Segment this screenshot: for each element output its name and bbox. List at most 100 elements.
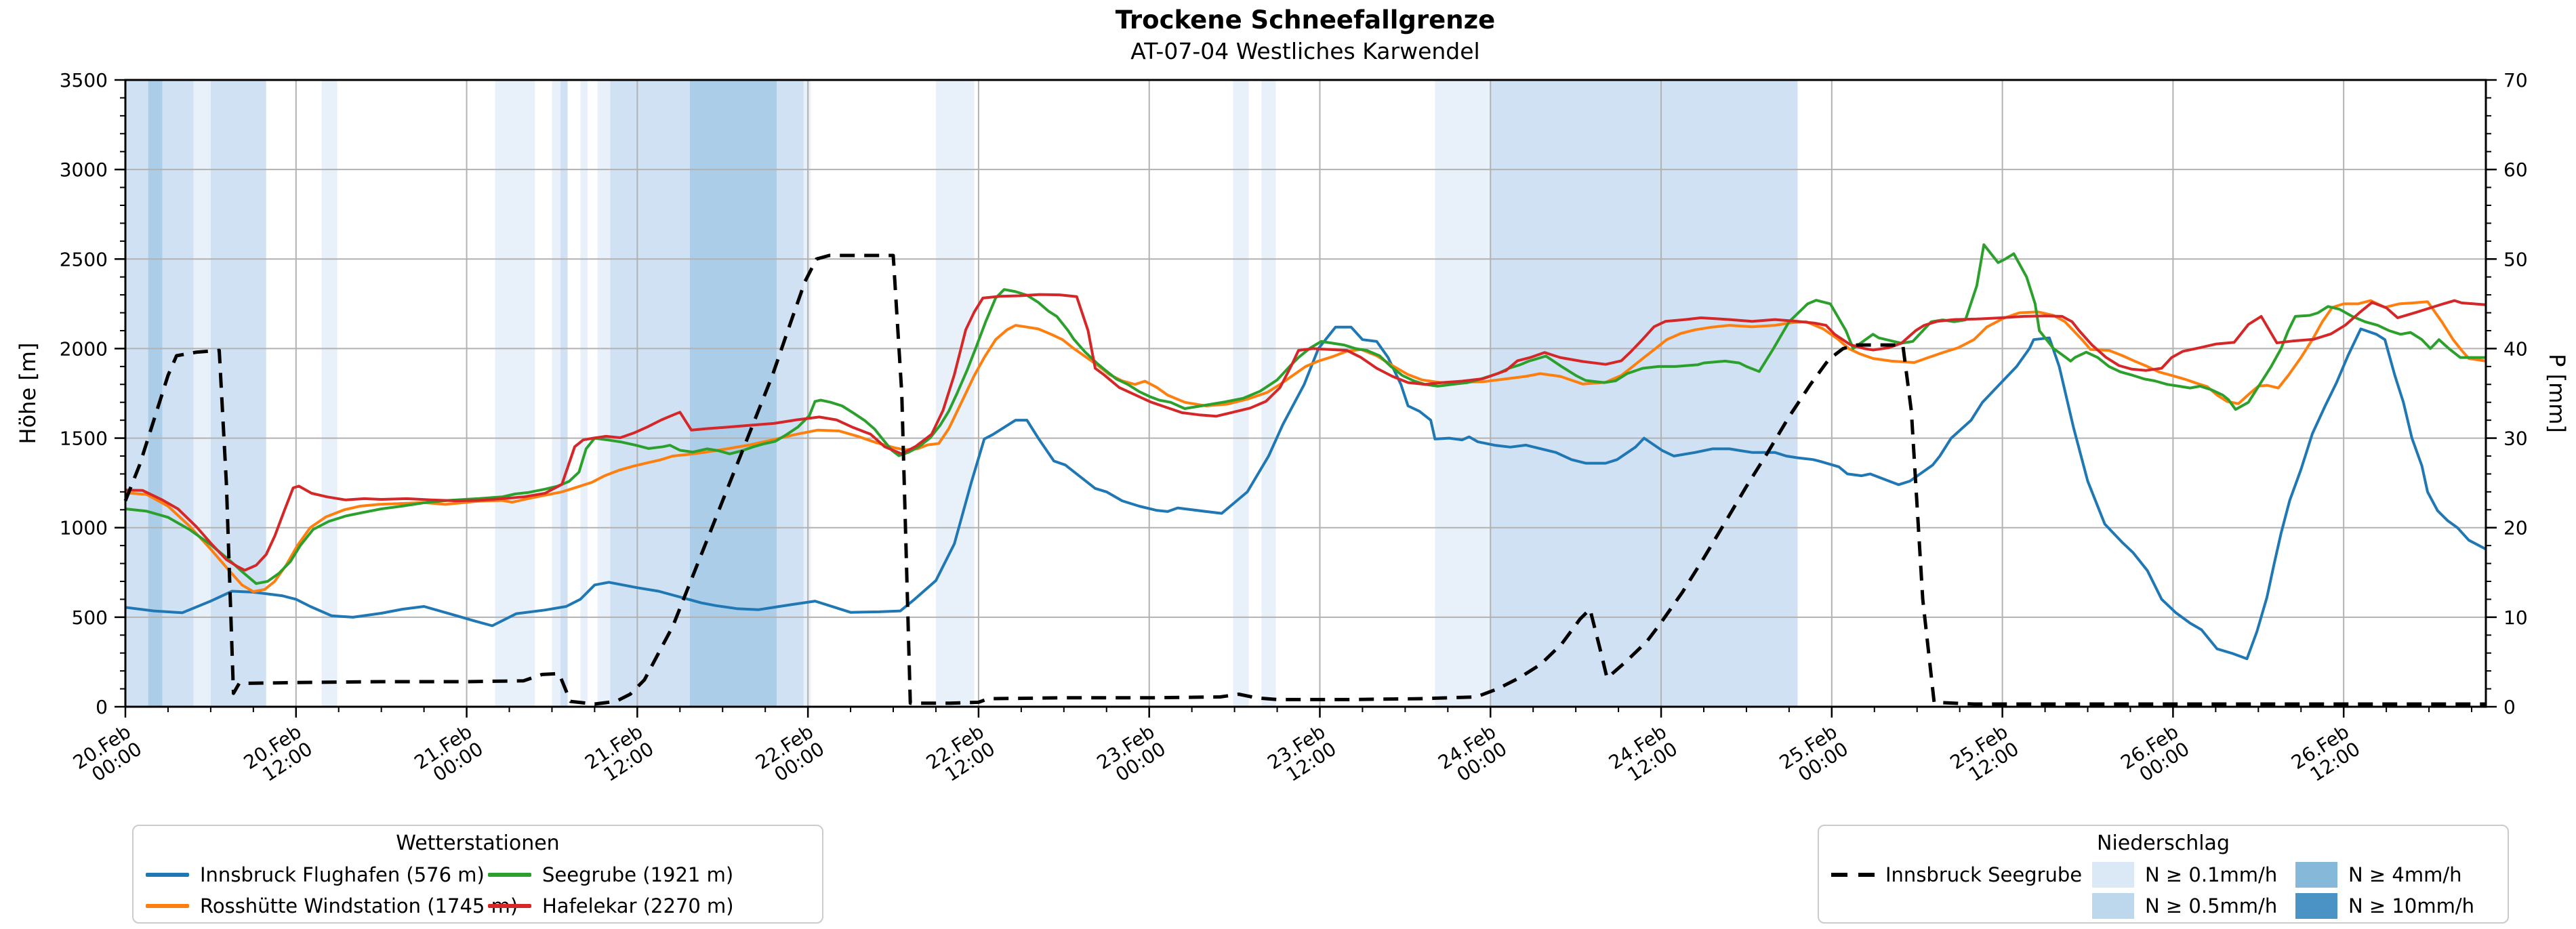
legend-item-label: Innsbruck Flughafen (576 m): [200, 863, 485, 886]
y-left-tick-label: 500: [72, 606, 108, 629]
y-left-axis-label: Höhe [m]: [15, 343, 41, 445]
legend-niederschlag: Niederschlag Innsbruck Seegrube N ≥ 0.1mm…: [1818, 825, 2509, 924]
legend-item-precip-level: N ≥ 0.5mm/h: [2092, 890, 2295, 922]
svg-text:25.Feb00:00: 25.Feb00:00: [1776, 720, 1852, 791]
legend-item-station: Innsbruck Flughafen (576 m): [146, 859, 488, 890]
precip-band: [935, 80, 975, 707]
legend-wetterstationen: Wetterstationen Innsbruck Flughafen (576…: [132, 825, 823, 924]
legend-item-station: Hafelekar (2270 m): [488, 890, 734, 922]
x-tick-label: 24.Feb12:00: [1605, 720, 1681, 791]
x-tick-label: 23.Feb00:00: [1093, 720, 1170, 791]
chart-title: Trockene Schneefallgrenze: [1115, 5, 1496, 35]
precip-level-swatch: [2295, 862, 2337, 888]
precip-band: [193, 80, 211, 707]
precip-band: [210, 80, 266, 707]
y-right-axis-label: P [mm]: [2544, 354, 2570, 433]
precip-band: [1490, 80, 1798, 707]
y-right-tick-label: 50: [2503, 248, 2528, 270]
precip-band: [560, 80, 568, 707]
svg-text:21.Feb00:00: 21.Feb00:00: [410, 720, 487, 791]
legend-item-station: Seegrube (1921 m): [488, 859, 734, 890]
svg-text:20.Feb12:00: 20.Feb12:00: [240, 720, 316, 791]
precip-band: [1435, 80, 1491, 707]
x-tick-label: 26.Feb12:00: [2287, 720, 2364, 791]
legend-item-label: Rosshütte Windstation (1745 m): [200, 894, 518, 917]
svg-text:22.Feb12:00: 22.Feb12:00: [922, 720, 999, 791]
line-swatch: [146, 873, 189, 877]
x-tick-label: 22.Feb00:00: [752, 720, 828, 791]
legend-niederschlag-title: Niederschlag: [2097, 831, 2230, 855]
series-line-hafelekar-2270-m-: [125, 293, 2487, 572]
y-left-tick-label: 2500: [60, 248, 108, 270]
y-right-tick-label: 60: [2503, 159, 2528, 181]
chart-subtitle: AT-07-04 Westliches Karwendel: [1130, 38, 1480, 64]
svg-text:23.Feb00:00: 23.Feb00:00: [1093, 720, 1170, 791]
y-right-tick-label: 10: [2503, 606, 2528, 629]
precip-band: [495, 80, 535, 707]
legend-item-station: Rosshütte Windstation (1745 m): [146, 890, 518, 922]
y-left-tick-label: 3000: [60, 159, 108, 181]
svg-text:22.Feb00:00: 22.Feb00:00: [752, 720, 828, 791]
dashed-line-swatch: [1831, 873, 1875, 877]
legend-item-label: Hafelekar (2270 m): [542, 894, 734, 917]
x-tick-label: 25.Feb00:00: [1776, 720, 1852, 791]
legend-item-label: N ≥ 4mm/h: [2348, 863, 2462, 886]
legend-item-label: Innsbruck Seegrube: [1885, 863, 2083, 886]
plot-border: [124, 79, 2487, 708]
y-right-tick-label: 0: [2503, 696, 2516, 718]
y-right-tick-label: 20: [2503, 517, 2528, 539]
precip-band: [597, 80, 611, 707]
legend-item-label: N ≥ 0.5mm/h: [2145, 894, 2278, 917]
svg-text:26.Feb12:00: 26.Feb12:00: [2287, 720, 2364, 791]
precip-band: [776, 80, 804, 707]
x-tick-label: 21.Feb00:00: [410, 720, 487, 791]
svg-text:24.Feb12:00: 24.Feb12:00: [1605, 720, 1681, 791]
line-swatch: [146, 904, 189, 908]
precip-level-swatch: [2092, 893, 2134, 919]
series-line-innsbruck-flughafen-576-m-: [125, 325, 2487, 661]
legend-item-precip-level: N ≥ 10mm/h: [2295, 890, 2474, 922]
x-tick-label: 24.Feb00:00: [1434, 720, 1511, 791]
series-line-rossh-tte-windstation-1745-m-: [125, 299, 2487, 594]
line-swatch: [488, 904, 531, 908]
precip-band: [148, 80, 163, 707]
svg-text:24.Feb00:00: 24.Feb00:00: [1434, 720, 1511, 791]
x-tick-label: 25.Feb12:00: [1946, 720, 2023, 791]
y-left-tick-label: 0: [96, 696, 108, 718]
line-swatch: [488, 873, 531, 877]
precip-band: [580, 80, 588, 707]
precip-band: [1261, 80, 1276, 707]
svg-text:25.Feb12:00: 25.Feb12:00: [1946, 720, 2023, 791]
svg-text:26.Feb00:00: 26.Feb00:00: [2117, 720, 2193, 791]
svg-text:20.Feb00:00: 20.Feb00:00: [69, 720, 146, 791]
legend-item-precip-level: N ≥ 0.1mm/h: [2092, 859, 2295, 890]
y-right-tick-label: 40: [2503, 337, 2528, 360]
legend-item-label: Seegrube (1921 m): [542, 863, 734, 886]
legend-item-label: N ≥ 0.1mm/h: [2145, 863, 2278, 886]
legend-item-precip-line: Innsbruck Seegrube: [1831, 859, 2092, 890]
y-left-tick-label: 3500: [60, 69, 108, 91]
y-left-tick-label: 1000: [60, 517, 108, 539]
precip-band: [610, 80, 690, 707]
svg-text:21.Feb12:00: 21.Feb12:00: [581, 720, 657, 791]
precip-band: [1233, 80, 1249, 707]
y-right-tick-label: 70: [2503, 69, 2528, 91]
x-tick-label: 20.Feb00:00: [69, 720, 146, 791]
x-tick-label: 22.Feb12:00: [922, 720, 999, 791]
svg-text:23.Feb12:00: 23.Feb12:00: [1263, 720, 1340, 791]
x-tick-label: 26.Feb00:00: [2117, 720, 2193, 791]
precip-band: [803, 80, 811, 707]
y-left-tick-label: 2000: [60, 337, 108, 360]
precip-band: [125, 80, 148, 707]
legend-wetterstationen-title: Wetterstationen: [396, 831, 560, 855]
precip-level-swatch: [2295, 893, 2337, 919]
legend-item-precip-level: N ≥ 4mm/h: [2295, 859, 2474, 890]
x-tick-label: 20.Feb12:00: [240, 720, 316, 791]
y-left-tick-label: 1500: [60, 428, 108, 450]
x-tick-label: 23.Feb12:00: [1263, 720, 1340, 791]
precip-level-swatch: [2092, 862, 2134, 888]
precip-band: [321, 80, 338, 707]
y-right-tick-label: 30: [2503, 428, 2528, 450]
precip-sum-line-innsbruck-seegrube: [123, 253, 2486, 706]
